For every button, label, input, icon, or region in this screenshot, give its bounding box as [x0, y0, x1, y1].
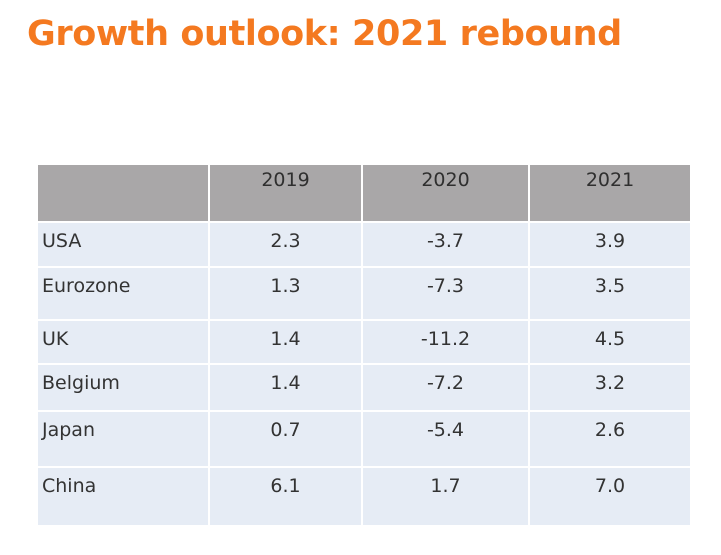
value-cell-2021: 3.2 — [530, 365, 690, 410]
value-cell-2019: 0.7 — [210, 412, 361, 466]
value-cell-2020: -7.3 — [363, 268, 528, 319]
value-cell-2019: 2.3 — [210, 223, 361, 266]
value-cell-2019: 1.3 — [210, 268, 361, 319]
table-header-row: 2019 2020 2021 — [38, 165, 690, 221]
value-cell-2021: 7.0 — [530, 468, 690, 525]
country-cell: China — [38, 468, 208, 525]
value-cell-2021: 3.9 — [530, 223, 690, 266]
value-cell-2019: 6.1 — [210, 468, 361, 525]
table-row: Belgium 1.4 -7.2 3.2 — [38, 365, 690, 410]
country-cell: Japan — [38, 412, 208, 466]
value-cell-2020: 1.7 — [363, 468, 528, 525]
header-cell-country — [38, 165, 208, 221]
value-cell-2021: 4.5 — [530, 321, 690, 363]
value-cell-2020: -11.2 — [363, 321, 528, 363]
table-row: China 6.1 1.7 7.0 — [38, 468, 690, 525]
table-row: USA 2.3 -3.7 3.9 — [38, 223, 690, 266]
value-cell-2019: 1.4 — [210, 321, 361, 363]
value-cell-2019: 1.4 — [210, 365, 361, 410]
header-cell-2019: 2019 — [210, 165, 361, 221]
header-cell-2021: 2021 — [530, 165, 690, 221]
table-row: Japan 0.7 -5.4 2.6 — [38, 412, 690, 466]
value-cell-2020: -7.2 — [363, 365, 528, 410]
value-cell-2020: -3.7 — [363, 223, 528, 266]
country-cell: UK — [38, 321, 208, 363]
value-cell-2020: -5.4 — [363, 412, 528, 466]
value-cell-2021: 3.5 — [530, 268, 690, 319]
header-cell-2020: 2020 — [363, 165, 528, 221]
growth-table: 2019 2020 2021 USA 2.3 -3.7 3.9 Eurozone… — [38, 165, 690, 525]
country-cell: Belgium — [38, 365, 208, 410]
page-title: Growth outlook: 2021 rebound — [27, 14, 622, 54]
country-cell: USA — [38, 223, 208, 266]
value-cell-2021: 2.6 — [530, 412, 690, 466]
table-row: Eurozone 1.3 -7.3 3.5 — [38, 268, 690, 319]
country-cell: Eurozone — [38, 268, 208, 319]
table-row: UK 1.4 -11.2 4.5 — [38, 321, 690, 363]
